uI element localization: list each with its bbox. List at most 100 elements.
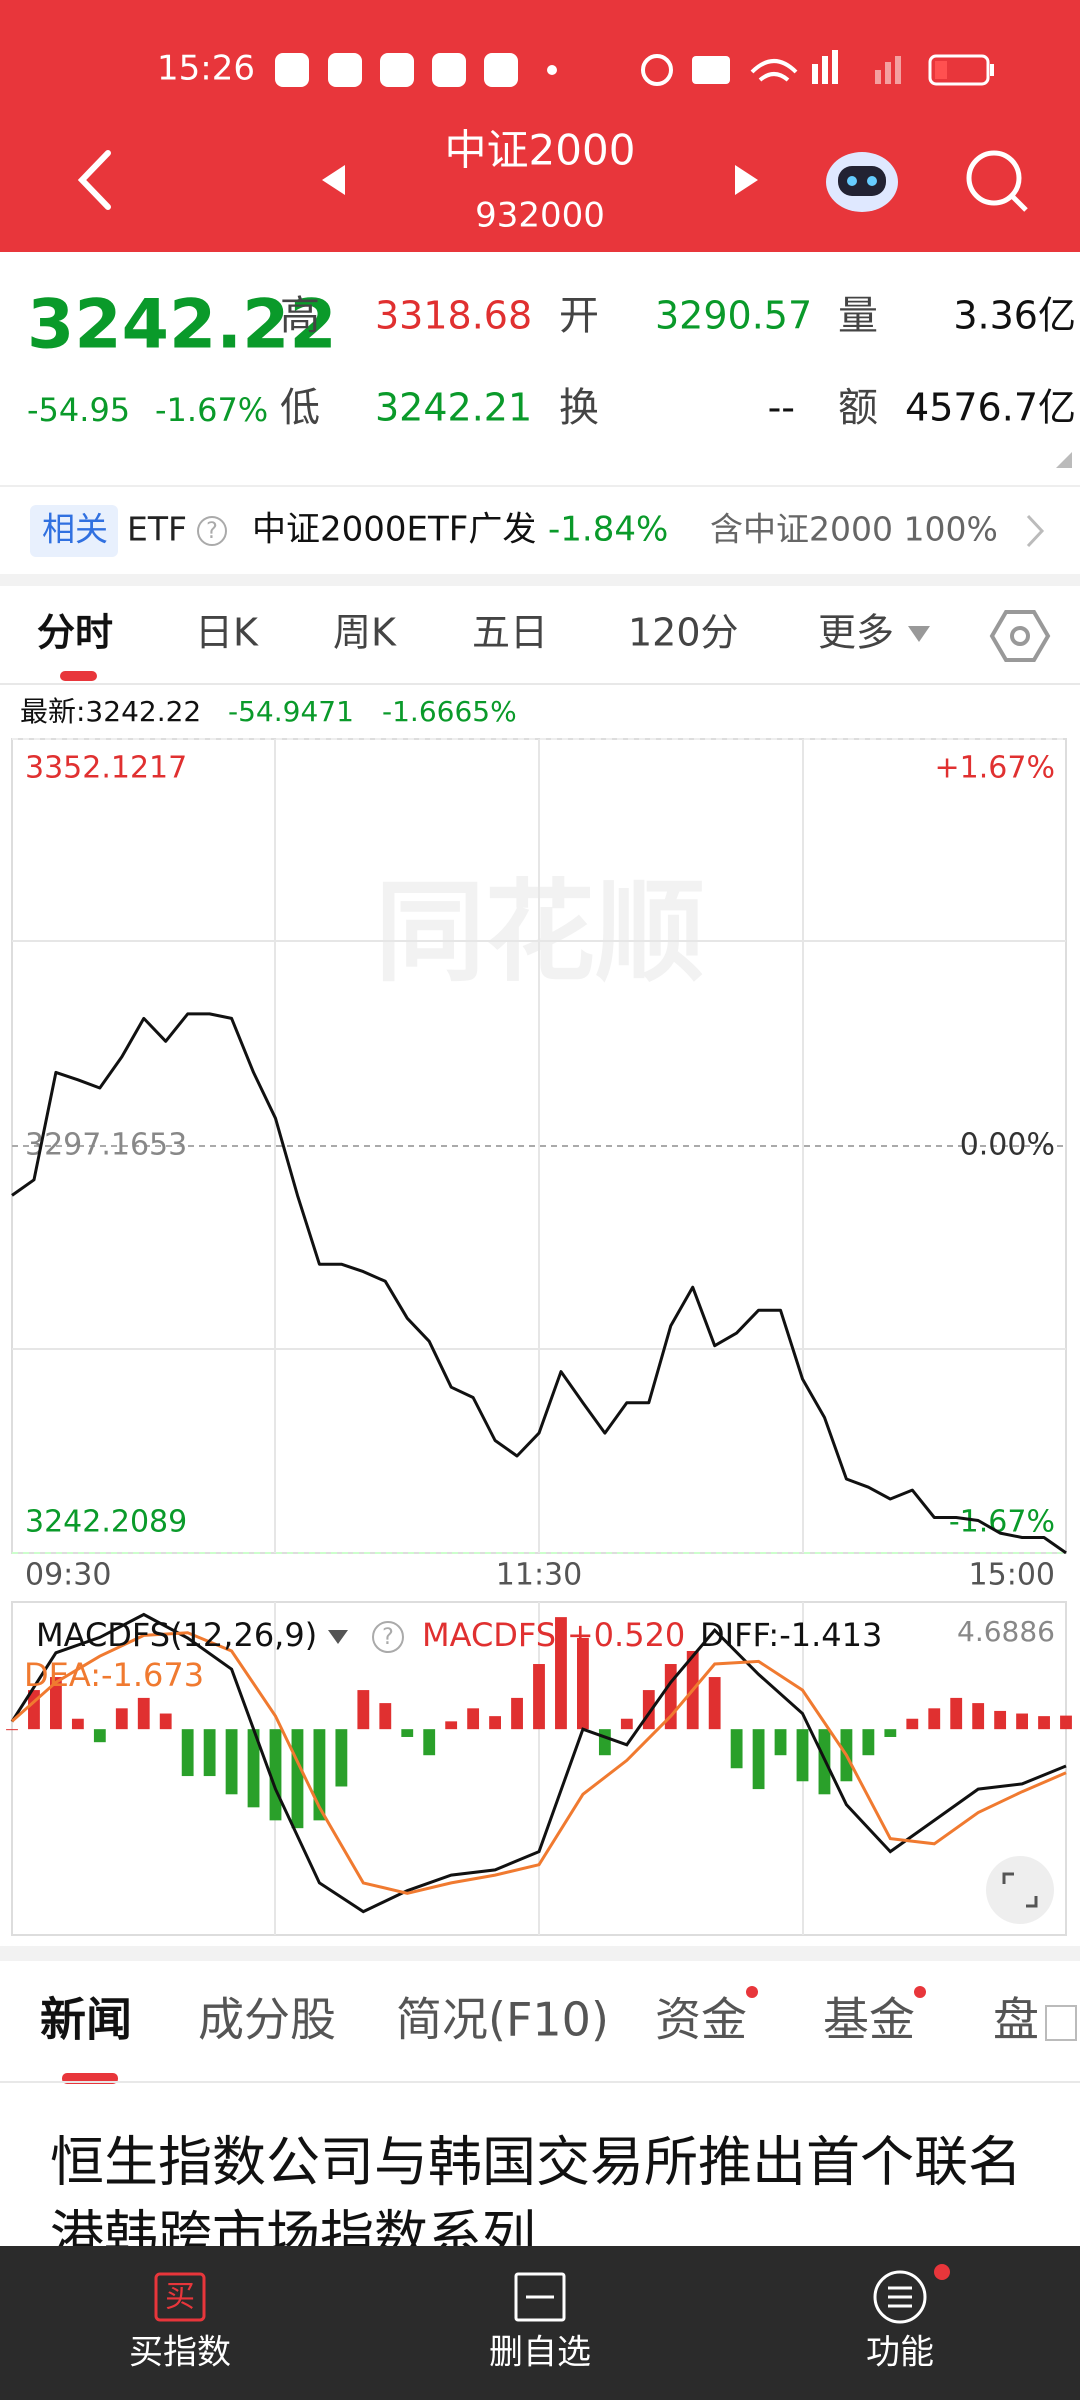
- title: 中证2000: [445, 126, 636, 175]
- chevron: [1026, 514, 1045, 548]
- macd-bar: [489, 1716, 501, 1730]
- status-icons: [275, 50, 994, 87]
- macd-bar: [1060, 1715, 1072, 1730]
- macd-bar: [445, 1721, 458, 1730]
- macd-bar: [137, 1697, 150, 1730]
- badge-dot: [914, 1986, 926, 1998]
- tab-underline: [60, 671, 97, 681]
- macd-bar: [291, 1729, 304, 1829]
- price: 3242.22: [27, 286, 337, 365]
- pct-label: 0.00%: [960, 1128, 1055, 1163]
- y-tick-label: 3297.1653: [25, 1128, 187, 1163]
- nav-label: 删自选: [489, 2333, 591, 2373]
- separator: [0, 1946, 1080, 1961]
- macd-bar: [467, 1708, 480, 1730]
- macd-bar: [1038, 1716, 1050, 1730]
- change-pct: -1.67%: [155, 391, 268, 429]
- settings-icon[interactable]: [989, 610, 1051, 662]
- dea-label: DEA:-1.673: [24, 1656, 204, 1694]
- more-icon: [1045, 2005, 1077, 2041]
- dea-line: [11, 1631, 1067, 1895]
- chart-tab[interactable]: 周K: [333, 611, 397, 655]
- macd-bar: [862, 1729, 875, 1756]
- news-tab[interactable]: 基金: [823, 1993, 915, 2047]
- etf-label: ETF: [127, 510, 187, 549]
- macd-bar: [577, 1637, 589, 1730]
- chart-tab[interactable]: 120分: [628, 611, 739, 655]
- price-chart: 3352.1217 +1.67%3297.1653 0.00%3242.2089 -1…: [11, 738, 1067, 1555]
- macd-help: ?: [382, 1625, 394, 1650]
- news-tab[interactable]: 新闻: [40, 1993, 132, 2047]
- latest-change: -54.9471: [228, 695, 354, 728]
- next-button[interactable]: [735, 165, 758, 195]
- macd-bar: [203, 1729, 216, 1777]
- field-label: 开: [559, 293, 599, 339]
- news-tab[interactable]: 简况(F10): [396, 1993, 609, 2047]
- macd-bar: [28, 1690, 40, 1730]
- macd-bar: [972, 1703, 985, 1730]
- diff-line: [10, 1612, 1067, 1914]
- macd-indicator[interactable]: MACDFS(12,26,9): [36, 1616, 317, 1654]
- headline[interactable]: 恒生指数公司与韩国交易所推出首个联名: [50, 2131, 1022, 2194]
- macd-bar: [313, 1729, 326, 1821]
- dropdown-arrow: [908, 626, 930, 642]
- chart-tab[interactable]: 更多: [818, 611, 894, 655]
- field-value: 4576.7亿: [905, 386, 1076, 430]
- field-label: 高: [280, 293, 320, 339]
- news-tab[interactable]: 资金: [655, 1993, 747, 2047]
- etf-change: -1.84%: [548, 510, 668, 550]
- etf-help: ?: [206, 519, 218, 544]
- price-line: [11, 1012, 1067, 1555]
- separator: [0, 574, 1080, 586]
- etf-badge-bg: [30, 505, 118, 557]
- etf-row[interactable]: 相关 ETF ? 中证2000ETF广发 -1.84% 含中证2000 100%: [30, 505, 1045, 557]
- bottom-nav: [0, 2246, 1080, 2400]
- macd-chart: [6, 1612, 1072, 1914]
- chart-tab[interactable]: 分时: [37, 611, 113, 655]
- y-tick-label: 3242.2089: [25, 1505, 187, 1540]
- macd-bar: [379, 1703, 392, 1730]
- macd-bar: [1016, 1713, 1028, 1730]
- macd-top-label: 4.6886: [957, 1615, 1055, 1648]
- macd-bar: [708, 1677, 721, 1730]
- macd-bar: [159, 1713, 172, 1730]
- y-tick-label: 3352.1217: [25, 751, 187, 786]
- x-tick-label: 09:30: [25, 1558, 111, 1593]
- x-tick-label: 15:00: [969, 1558, 1055, 1593]
- field-value: --: [768, 386, 795, 430]
- macd-bar: [357, 1690, 370, 1730]
- status-time: 15:26: [157, 49, 255, 89]
- assistant-icon[interactable]: [826, 152, 898, 212]
- macd-bar: [71, 1718, 84, 1730]
- back-button[interactable]: [77, 150, 111, 210]
- macd-bar: [93, 1729, 106, 1743]
- latest-label: 最新:3242.22: [20, 695, 201, 728]
- nav-label: 功能: [866, 2333, 934, 2373]
- field-label: 低: [280, 385, 320, 431]
- buy-button[interactable]: 买 买指数: [129, 2272, 231, 2373]
- macd-bar: [620, 1718, 633, 1730]
- news-tab[interactable]: 成分股: [198, 1993, 336, 2047]
- badge-dot: [746, 1986, 758, 1998]
- macd-bar: [247, 1729, 260, 1808]
- macd-bar: [796, 1729, 809, 1782]
- chart-tab[interactable]: 日K: [195, 611, 259, 655]
- latest-pct: -1.6665%: [382, 695, 517, 728]
- etf-holding: 含中证2000 100%: [710, 510, 998, 549]
- macd-bar: [423, 1729, 436, 1756]
- macd-bar: [269, 1729, 282, 1821]
- macd-bar: [181, 1729, 194, 1777]
- chart-tab[interactable]: 五日: [472, 611, 548, 655]
- macd-bar: [555, 1617, 567, 1730]
- macd-bar: [730, 1729, 743, 1769]
- field-value: 3.36亿: [953, 294, 1076, 338]
- function-button[interactable]: 功能: [866, 2264, 950, 2373]
- x-tick-label: 11:30: [496, 1558, 582, 1593]
- macd-bar: [664, 1664, 677, 1730]
- remove-watch-button[interactable]: 删自选: [489, 2272, 591, 2373]
- expand-button[interactable]: [986, 1856, 1054, 1924]
- prev-button[interactable]: [322, 165, 345, 195]
- etf-name: 中证2000ETF广发: [252, 510, 536, 550]
- search-icon[interactable]: [966, 150, 1028, 212]
- news-tab[interactable]: 盘: [993, 1993, 1039, 2047]
